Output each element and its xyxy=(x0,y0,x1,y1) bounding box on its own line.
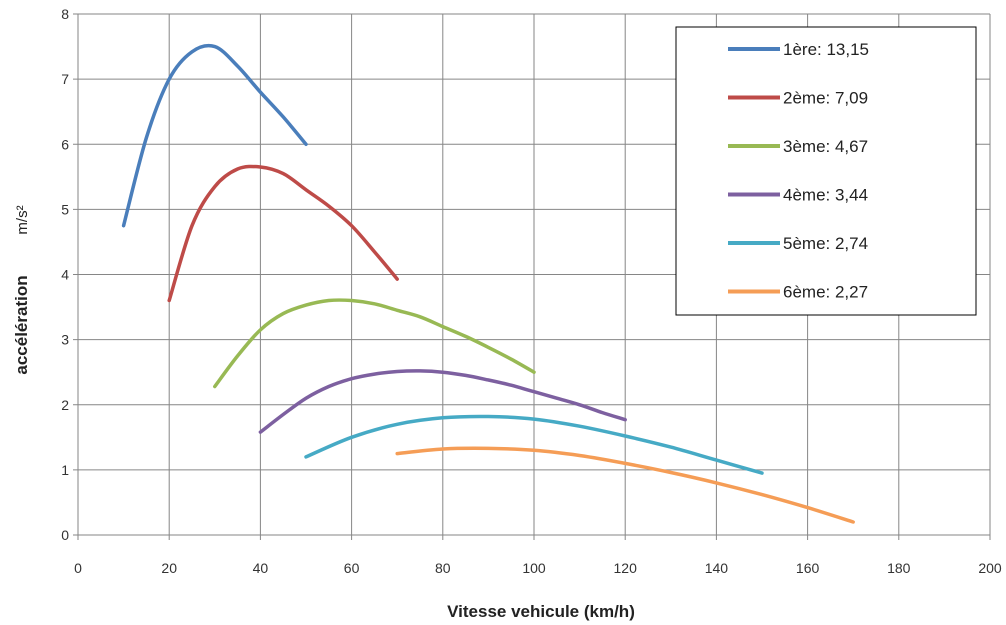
y-tick-label: 3 xyxy=(61,332,69,348)
x-tick-label: 0 xyxy=(74,560,82,576)
series-line-gear-4 xyxy=(258,369,627,434)
legend-label-gear-2: 2ème: 7,09 xyxy=(783,89,868,108)
series-line-gear-3 xyxy=(213,298,536,389)
legend-label-gear-4: 4ème: 3,44 xyxy=(783,186,868,205)
grid xyxy=(78,13,991,535)
x-tick-label: 180 xyxy=(887,560,911,576)
y-tick-label: 4 xyxy=(61,267,69,283)
x-tick-label: 80 xyxy=(435,560,451,576)
y-axis-title: accélération xyxy=(12,275,31,374)
axes xyxy=(73,13,991,540)
series-line-gear-1 xyxy=(121,43,308,228)
y-tick-label: 5 xyxy=(61,201,69,217)
x-tick-label: 20 xyxy=(161,560,177,576)
y-axis-unit: m/s² xyxy=(14,205,31,234)
x-tick-label: 200 xyxy=(978,560,1002,576)
series-line-gear-5 xyxy=(304,414,764,475)
legend-box xyxy=(675,26,977,316)
x-tick-label: 120 xyxy=(614,560,638,576)
series-line-gear-6 xyxy=(395,446,855,524)
legend: 1ère: 13,15 2ème: 7,09 3ème: 4,67 4ème: 3,4… xyxy=(675,26,977,316)
legend-label-gear-6: 6ème: 2,27 xyxy=(783,283,868,302)
x-tick-label: 140 xyxy=(705,560,729,576)
y-tick-label: 8 xyxy=(61,6,69,22)
x-tick-label: 40 xyxy=(253,560,269,576)
legend-label-gear-1: 1ère: 13,15 xyxy=(783,40,869,59)
x-tick-label: 100 xyxy=(522,560,546,576)
x-axis-title: Vitesse vehicule (km/h) xyxy=(447,602,635,621)
x-tick-labels: 0 20 40 60 80 100 120 140 160 180 200 xyxy=(74,560,1002,576)
series-lines xyxy=(121,43,855,524)
legend-label-gear-5: 5ème: 2,74 xyxy=(783,234,868,253)
x-tick-label: 60 xyxy=(344,560,360,576)
y-tick-label: 1 xyxy=(61,462,69,478)
y-tick-label: 2 xyxy=(61,397,69,413)
y-tick-label: 7 xyxy=(61,71,69,87)
x-tick-label: 160 xyxy=(796,560,820,576)
legend-label-gear-3: 3ème: 4,67 xyxy=(783,137,868,156)
y-tick-labels: 0 1 2 3 4 5 6 7 8 xyxy=(61,6,69,543)
series-line-gear-2 xyxy=(167,164,399,303)
y-tick-label: 0 xyxy=(61,527,69,543)
y-tick-label: 6 xyxy=(61,136,69,152)
